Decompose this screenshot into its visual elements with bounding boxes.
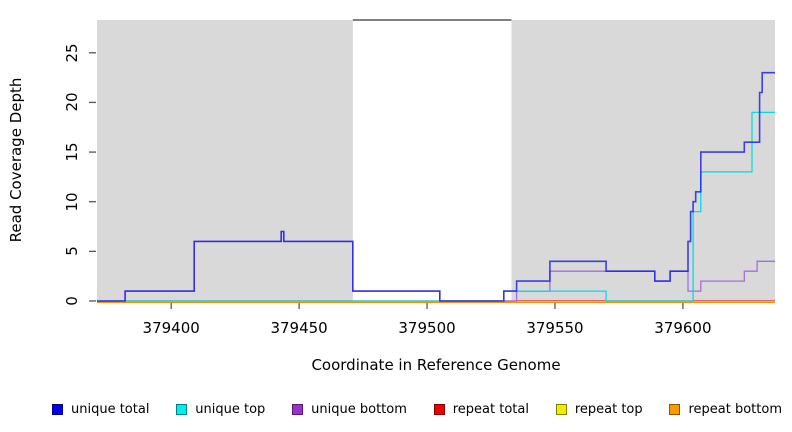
x-tick-label: 379600 (654, 319, 712, 337)
legend-label: unique top (195, 401, 266, 417)
legend-label: unique total (71, 401, 150, 417)
shaded-region (511, 20, 775, 303)
legend-swatch-icon (555, 403, 567, 415)
legend-label: repeat bottom (688, 401, 782, 417)
x-tick-label: 379400 (142, 319, 200, 337)
legend-label: repeat total (452, 401, 529, 417)
y-tick-label: 20 (63, 92, 81, 112)
legend-item: repeat top (555, 401, 643, 417)
y-tick-label: 0 (63, 296, 81, 306)
legend-item: unique total (52, 402, 149, 417)
legend-swatch-icon (176, 403, 188, 415)
x-tick-label: 379550 (526, 319, 584, 337)
y-tick-label: 10 (63, 192, 81, 212)
series-unique-total (97, 71, 775, 302)
x-axis-label: Coordinate in Reference Genome (311, 356, 561, 374)
legend-item: unique top (176, 402, 265, 417)
legend-swatch-icon (433, 403, 445, 415)
legend: unique total unique top unique bottom repea… (52, 398, 782, 420)
legend-item: repeat total (433, 401, 529, 417)
x-tick-label: 379500 (398, 319, 456, 337)
legend-label: unique bottom (311, 401, 407, 417)
y-axis-label: Read Coverage Depth (7, 77, 25, 243)
y-tick-label: 15 (63, 142, 81, 162)
y-tick-label: 5 (63, 246, 81, 257)
legend-swatch-icon (292, 403, 304, 415)
x-tick-label: 379450 (270, 319, 328, 337)
legend-swatch-icon (669, 403, 681, 415)
legend-label: repeat top (574, 401, 643, 417)
legend-swatch-icon (52, 403, 63, 415)
y-tick-label: 25 (63, 43, 81, 63)
legend-item: repeat bottom (669, 402, 782, 417)
shaded-region (97, 20, 353, 303)
legend-item: unique bottom (292, 402, 407, 417)
